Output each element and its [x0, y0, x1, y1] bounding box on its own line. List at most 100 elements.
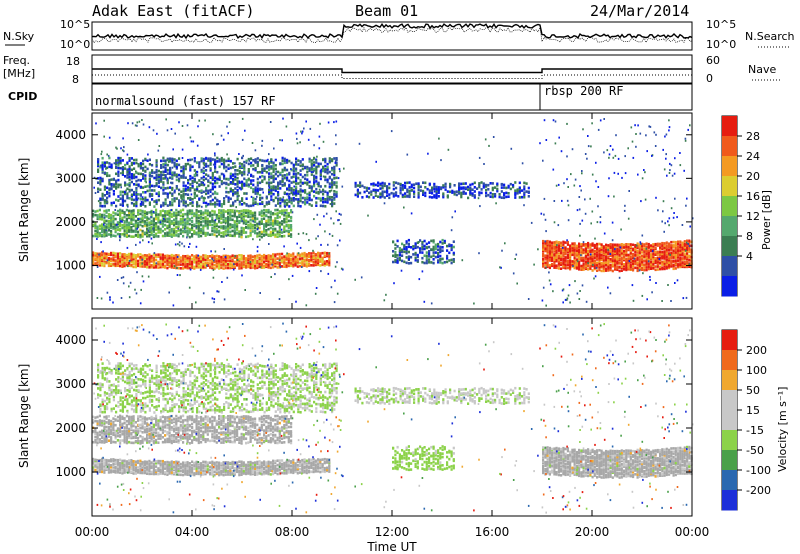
power-cell: [501, 249, 503, 252]
power-cell: [211, 187, 214, 191]
power-cell: [233, 234, 236, 238]
power-cell: [283, 230, 286, 233]
power-cell: [394, 253, 397, 257]
power-cell: [277, 199, 280, 202]
power-cell: [204, 266, 207, 269]
power-cell: [222, 173, 225, 176]
power-cell: [98, 213, 101, 216]
power-cell: [290, 188, 293, 192]
power-cell: [120, 167, 122, 170]
power-cell: [270, 198, 273, 201]
power-cell: [609, 245, 612, 248]
power-cell: [189, 187, 192, 190]
power-cell: [200, 217, 203, 221]
power-cell: [385, 293, 387, 296]
power-cell: [133, 204, 136, 207]
power-cell: [281, 220, 284, 223]
power-cell: [186, 264, 189, 268]
power-cell: [435, 188, 438, 191]
power-cell: [328, 170, 331, 174]
power-cell: [99, 201, 102, 205]
power-cell: [669, 169, 671, 172]
power-cell: [182, 223, 185, 227]
power-cell: [200, 176, 203, 180]
power-cell: [166, 261, 169, 265]
power-cell: [254, 229, 257, 233]
power-cell: [114, 230, 117, 234]
power-cell: [119, 161, 122, 165]
power-cell: [629, 265, 632, 268]
power-cell: [143, 220, 146, 223]
power-cell: [301, 181, 304, 185]
power-cell: [304, 201, 307, 204]
power-cell: [258, 233, 261, 236]
power-cell: [286, 168, 289, 172]
power-cell: [265, 166, 268, 170]
power-cell: [116, 279, 119, 281]
power-cell: [433, 185, 436, 188]
power-cell: [178, 241, 181, 244]
power-cell: [410, 212, 413, 215]
power-cell: [166, 233, 169, 237]
power-cell: [624, 204, 626, 207]
power-cell: [609, 258, 612, 261]
power-cell: [249, 266, 252, 270]
power-cell: [274, 222, 277, 226]
power-cell: [220, 172, 223, 176]
power-cell: [591, 264, 594, 268]
power-cell: [277, 202, 280, 205]
power-cell: [301, 196, 304, 200]
power-cell: [209, 157, 212, 160]
power-cell: [195, 263, 198, 266]
power-cell: [287, 212, 290, 215]
power-cell: [587, 257, 590, 260]
power-cell: [627, 266, 630, 269]
power-cell: [292, 259, 295, 262]
power-cell: [242, 263, 245, 266]
power-cell: [606, 149, 609, 152]
power-cell: [582, 256, 585, 260]
power-cell: [134, 215, 137, 218]
power-cell: [544, 247, 547, 250]
power-cell: [579, 185, 581, 188]
power-cell: [328, 233, 331, 236]
power-cell: [268, 161, 271, 164]
power-cell: [242, 154, 244, 157]
power-cell: [460, 182, 463, 186]
power-cell: [123, 230, 126, 234]
power-cell: [146, 198, 149, 202]
power-cell: [152, 235, 155, 239]
power-cell: [189, 242, 191, 245]
power-cell: [260, 259, 263, 263]
power-cell: [677, 243, 680, 246]
power-cell: [585, 300, 588, 303]
power-cell: [107, 154, 110, 157]
power-cell: [629, 267, 632, 271]
cpid-program-1: normalsound (fast) 157 RF: [95, 94, 276, 108]
power-cell: [242, 218, 245, 221]
power-cell: [191, 198, 194, 201]
power-cell: [312, 249, 314, 252]
power-cell: [645, 252, 648, 255]
power-cell: [661, 244, 664, 247]
power-cell: [591, 244, 594, 247]
power-cell: [259, 238, 261, 241]
power-cell: [220, 205, 223, 208]
power-cell: [286, 176, 289, 179]
power-cell: [365, 195, 368, 198]
power-cell: [656, 244, 659, 247]
power-cell: [408, 192, 411, 195]
power-cell: [614, 251, 617, 255]
power-cell: [133, 175, 136, 179]
power-cell: [224, 222, 227, 225]
power-cell: [406, 188, 409, 191]
power-cell: [286, 161, 289, 164]
power-cell: [241, 173, 244, 177]
power-cell: [98, 224, 101, 228]
power-cell: [166, 210, 169, 213]
power-cell: [285, 125, 288, 128]
power-cell: [233, 214, 236, 218]
power-cell: [200, 191, 203, 194]
power-cell: [97, 170, 100, 173]
